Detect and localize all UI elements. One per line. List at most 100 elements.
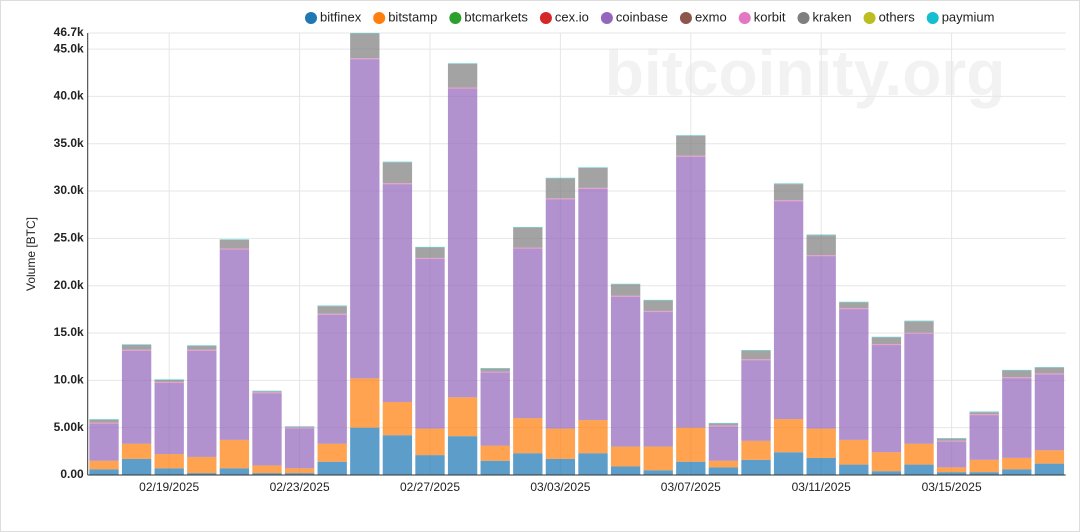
bar-segment xyxy=(904,320,934,322)
bar-segment xyxy=(904,464,934,475)
bar-segment xyxy=(154,468,184,475)
bar-segment xyxy=(415,428,445,456)
bar-segment xyxy=(317,461,347,475)
bar-segment xyxy=(317,305,347,307)
bar-segment xyxy=(284,426,315,427)
y-tick-label: 30.0k xyxy=(54,183,84,197)
bar-segment xyxy=(252,391,282,393)
legend-label: kraken xyxy=(813,9,852,24)
bar-segment xyxy=(187,345,217,350)
bar-segment xyxy=(219,239,250,249)
bar-segment xyxy=(284,428,315,469)
bar-segment xyxy=(871,336,902,338)
bar-segment xyxy=(447,397,478,437)
y-tick-label: 45.0k xyxy=(54,41,84,55)
bar-segment xyxy=(969,414,999,416)
bar-segment xyxy=(610,466,641,475)
bar-segment xyxy=(871,345,902,453)
bar-segment xyxy=(643,300,673,311)
bar-segment xyxy=(806,428,836,458)
bar-segment xyxy=(350,33,380,59)
bar-segment xyxy=(676,427,706,462)
bar-segment xyxy=(121,443,152,459)
bar-segment xyxy=(904,443,934,465)
bar-segment xyxy=(871,471,902,475)
bar-segment xyxy=(480,368,510,372)
x-tick-label: 03/15/2025 xyxy=(922,480,982,494)
bar-segment xyxy=(545,199,576,429)
legend-swatch xyxy=(863,12,876,24)
bar-segment xyxy=(252,392,282,394)
bar-segment xyxy=(154,379,184,380)
legend-swatch xyxy=(738,12,751,24)
bar-segment xyxy=(643,446,673,471)
bar-segment xyxy=(676,461,706,475)
bar-segment xyxy=(415,257,445,259)
bar-segment xyxy=(382,161,413,163)
bar-segment xyxy=(187,457,217,474)
bar-segment xyxy=(773,183,804,185)
bar-segment xyxy=(773,201,804,420)
bar-segment xyxy=(121,345,152,350)
legend-swatch xyxy=(600,12,613,24)
y-tick-label: 10.0k xyxy=(54,373,84,387)
bar-segment xyxy=(447,63,478,64)
bar-segment xyxy=(1034,450,1065,464)
bar-segment xyxy=(773,419,804,453)
bar-segment xyxy=(350,59,380,379)
bar-segment xyxy=(610,446,641,467)
legend-label: exmo xyxy=(695,9,727,24)
legend-label: korbit xyxy=(754,9,786,24)
bar-segment xyxy=(382,435,413,475)
bar-segment xyxy=(1034,367,1065,368)
bar-segment xyxy=(480,460,510,475)
legend-swatch xyxy=(373,12,386,24)
bar-segment xyxy=(741,360,771,441)
bar-segment xyxy=(708,423,739,426)
bar-segment xyxy=(676,135,706,156)
bar-segment xyxy=(89,460,119,470)
bar-segment xyxy=(936,472,967,475)
y-tick-label: 5.00k xyxy=(54,420,84,434)
bar-segment xyxy=(545,198,576,200)
bar-segment xyxy=(806,234,836,236)
legend-label: cex.io xyxy=(555,9,589,24)
bar-segment xyxy=(317,313,347,315)
bar-segment xyxy=(513,226,543,228)
bar-segment xyxy=(969,415,999,460)
bar-segment xyxy=(121,344,152,345)
bar-segment xyxy=(839,439,869,465)
bar-segment xyxy=(578,167,608,168)
bar-segment xyxy=(219,239,250,240)
bar-segment xyxy=(610,283,641,285)
x-tick-label: 02/23/2025 xyxy=(270,480,330,494)
bar-segment xyxy=(904,333,934,444)
bar-segment xyxy=(578,420,608,454)
legend-swatch xyxy=(539,12,552,24)
bar-segment xyxy=(969,412,999,415)
x-tick-label: 03/03/2025 xyxy=(530,480,590,494)
bar-segment xyxy=(1002,378,1032,458)
bar-segment xyxy=(415,259,445,429)
bar-segment xyxy=(936,438,967,439)
bar-segment xyxy=(1002,457,1032,470)
bar-segment xyxy=(350,58,380,60)
bar-segment xyxy=(969,472,999,475)
bar-segment xyxy=(708,422,739,424)
bar-segment xyxy=(252,390,282,392)
bar-segment xyxy=(545,428,576,459)
bar-segment xyxy=(1002,469,1032,475)
bar-segment xyxy=(741,440,771,460)
bar-segment xyxy=(447,87,478,89)
bar-segment xyxy=(578,189,608,420)
bar-segment xyxy=(350,378,380,428)
bar-segment xyxy=(839,464,869,475)
bar-segment xyxy=(284,427,315,429)
bar-segment xyxy=(350,427,380,475)
y-tick-label: 0.00 xyxy=(60,467,84,481)
bar-segment xyxy=(252,393,282,466)
bar-segment xyxy=(708,467,739,475)
legend-label: bitfinex xyxy=(320,9,362,24)
bar-segment xyxy=(89,419,119,423)
bar-segment xyxy=(317,314,347,444)
